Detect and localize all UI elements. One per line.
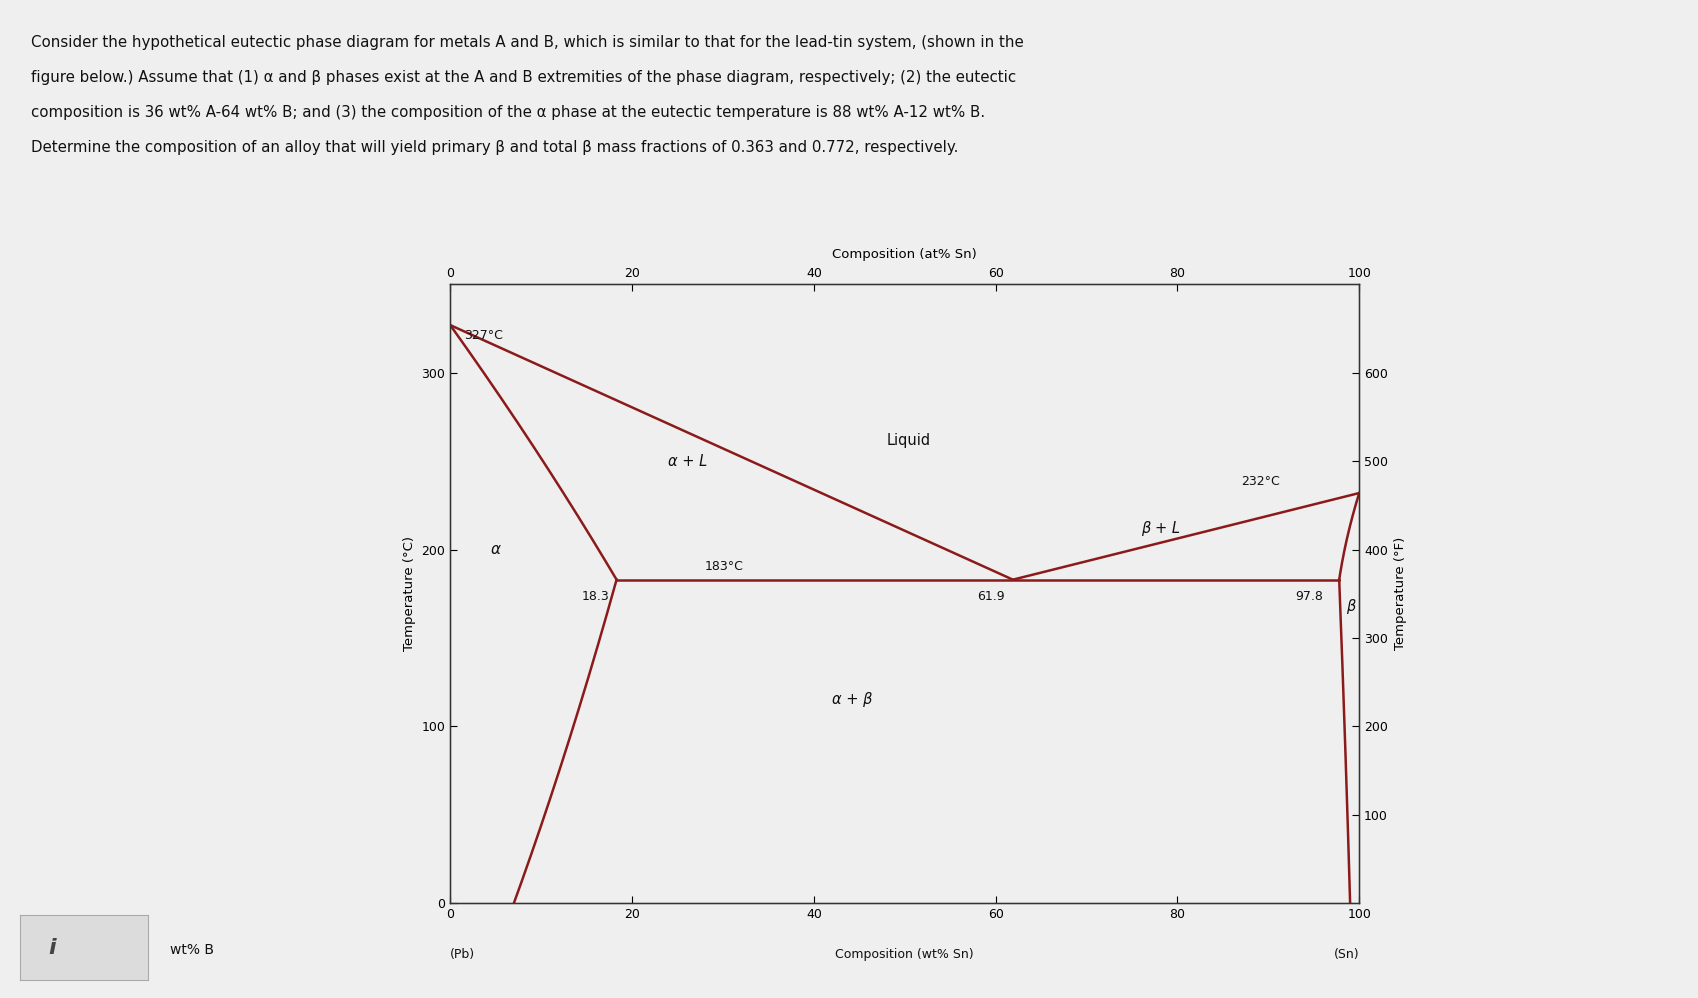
Text: 97.8: 97.8 (1296, 590, 1323, 603)
Y-axis label: Temperature (°F): Temperature (°F) (1392, 537, 1406, 651)
Text: Composition (wt% Sn): Composition (wt% Sn) (835, 948, 973, 961)
X-axis label: Composition (at% Sn): Composition (at% Sn) (832, 249, 976, 261)
Text: Consider the hypothetical eutectic phase diagram for metals A and B, which is si: Consider the hypothetical eutectic phase… (31, 35, 1022, 50)
Text: 61.9: 61.9 (976, 590, 1005, 603)
Text: β + L: β + L (1141, 521, 1180, 536)
Text: α: α (491, 542, 501, 557)
Text: α + L: α + L (667, 454, 708, 469)
Text: α + β: α + β (832, 693, 873, 708)
Text: 232°C: 232°C (1240, 475, 1279, 488)
Text: i: i (49, 937, 56, 958)
Text: 327°C: 327°C (464, 328, 503, 341)
Text: Determine the composition of an alloy that will yield primary β and total β mass: Determine the composition of an alloy th… (31, 140, 958, 155)
Text: Liquid: Liquid (886, 432, 931, 447)
Text: figure below.) Assume that (1) α and β phases exist at the A and B extremities o: figure below.) Assume that (1) α and β p… (31, 70, 1015, 85)
Text: β: β (1345, 599, 1353, 614)
Text: (Sn): (Sn) (1333, 948, 1358, 961)
Y-axis label: Temperature (°C): Temperature (°C) (402, 536, 416, 652)
Text: 183°C: 183°C (705, 560, 744, 573)
Text: composition is 36 wt% A-64 wt% B; and (3) the composition of the α phase at the : composition is 36 wt% A-64 wt% B; and (3… (31, 105, 985, 120)
Text: (Pb): (Pb) (450, 948, 475, 961)
Text: 18.3: 18.3 (582, 590, 610, 603)
Text: wt% B: wt% B (170, 943, 214, 957)
